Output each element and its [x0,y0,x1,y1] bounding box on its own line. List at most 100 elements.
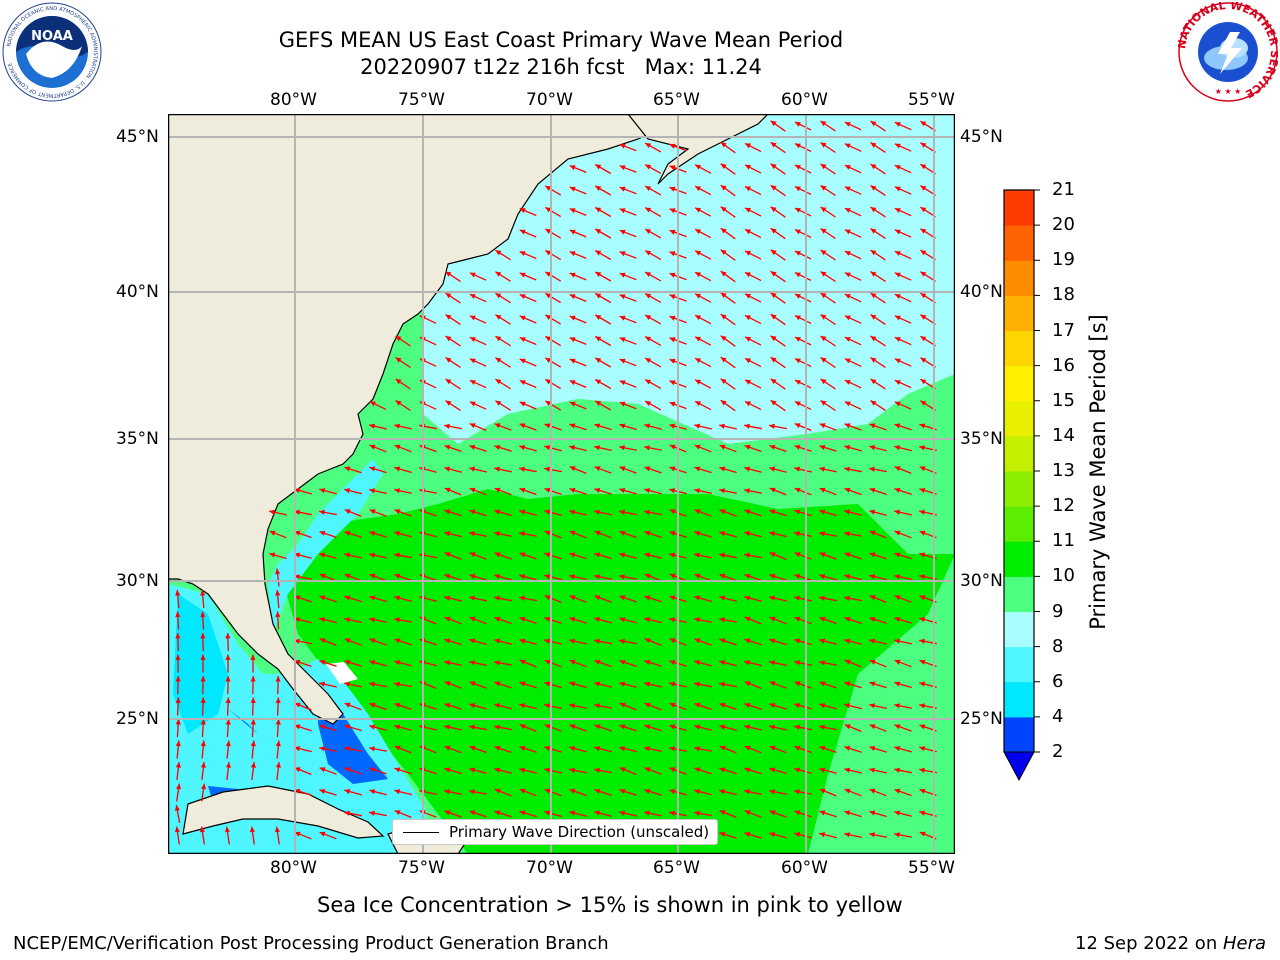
wave-direction-arrow [174,804,181,824]
wave-direction-arrow [594,357,612,368]
wave-direction-arrow [619,423,637,431]
wave-direction-arrow [844,703,862,710]
wave-direction-arrow [694,681,712,688]
wave-direction-arrow [569,810,587,817]
wave-direction-arrow [619,724,637,732]
wave-direction-arrow [644,228,662,239]
wave-direction-arrow [894,724,912,732]
wave-direction-arrow [200,718,206,738]
wave-direction-arrow [694,228,712,239]
wave-direction-arrow [394,617,412,623]
wave-direction-arrow [770,270,786,283]
wave-direction-arrow [618,638,638,645]
wave-direction-arrow [494,509,512,517]
wave-direction-arrow [394,702,412,711]
wave-direction-arrow [275,568,281,587]
wave-direction-arrow [594,724,612,732]
wave-direction-arrow [274,826,280,845]
wave-direction-arrow [644,293,662,303]
wave-direction-arrow [794,336,812,346]
wave-direction-arrow [644,746,662,753]
wave-direction-arrow [719,767,737,775]
wave-direction-arrow [394,509,412,517]
wave-direction-arrow [319,488,337,495]
wave-direction-arrow [594,466,612,474]
wave-direction-arrow [175,762,181,780]
wave-direction-arrow [444,573,462,581]
wave-direction-arrow [744,207,762,217]
colorbar-tick-label: 11 [1052,530,1075,552]
wave-direction-arrow [619,681,637,688]
colorbar-tick-label: 8 [1052,635,1064,657]
wave-direction-arrow [869,810,887,818]
wave-direction-arrow [744,638,762,646]
wave-direction-arrow [544,185,562,196]
wave-direction-arrow [569,595,587,603]
wave-direction-arrow [894,659,912,668]
wave-direction-arrow [469,660,487,666]
wave-direction-arrow [494,745,512,754]
wave-direction-arrow [719,809,737,819]
wave-direction-arrow [494,788,512,797]
wave-direction-arrow [619,165,637,173]
wave-direction-arrow [394,531,412,538]
wave-direction-arrow [619,445,637,451]
wave-direction-arrow [544,487,562,496]
wave-direction-arrow [644,445,662,451]
wave-direction-arrow [894,401,912,410]
lat-label-left-35n: 35°N [116,429,159,449]
wave-direction-arrow [443,423,463,430]
wave-direction-arrow [344,530,362,538]
wave-direction-arrow [569,379,587,389]
wave-direction-arrow [200,632,206,652]
wave-direction-arrow [644,423,662,430]
wave-direction-arrow [794,767,812,774]
wave-direction-arrow [394,488,412,494]
wave-direction-arrow [770,206,786,218]
wave-direction-arrow [844,767,862,774]
wave-direction-arrow [519,229,537,238]
wave-direction-arrow [794,250,812,260]
wave-direction-arrow [820,313,836,326]
wave-direction-arrow [694,466,712,474]
wave-direction-arrow [644,767,662,775]
wave-direction-arrow [469,487,487,496]
wave-direction-arrow [644,552,662,559]
wave-direction-arrow [544,423,562,431]
noaa-logo-text: NOAA [31,29,73,44]
wave-direction-arrow [494,810,512,818]
wave-direction-arrow [175,654,181,673]
wave-direction-arrow [444,745,462,754]
wave-direction-arrow [720,335,736,347]
colorbar-tick-label: 4 [1052,705,1064,727]
wave-direction-arrow [769,703,787,710]
wave-direction-arrow [444,595,462,602]
wave-direction-arrow [844,638,862,645]
wave-direction-arrow [619,746,637,753]
wave-direction-arrow [250,697,256,716]
wave-direction-arrow [644,637,662,647]
wave-direction-arrow [395,356,411,369]
wave-direction-arrow [619,702,637,711]
wave-direction-arrow [719,745,737,754]
wave-direction-arrow [869,574,887,581]
wave-direction-arrow [794,164,812,174]
wave-direction-arrow [201,783,207,802]
wave-direction-arrow [445,335,461,347]
wave-direction-arrow [519,466,537,473]
colorbar-segment [1004,295,1034,331]
wave-direction-arrow [844,272,862,281]
wave-direction-arrow [495,335,511,347]
wave-direction-arrow [694,444,712,453]
wave-direction-arrow [494,681,512,689]
colorbar-segment [1004,681,1034,718]
wave-direction-arrow [870,314,886,325]
wave-direction-arrow [619,208,637,216]
wave-direction-arrow [894,810,912,817]
wave-direction-arrow [820,120,836,132]
wave-direction-arrow [175,697,181,716]
wave-direction-arrow [594,681,612,688]
wave-direction-arrow [594,292,612,304]
colorbar-tick-label: 18 [1052,284,1075,306]
wave-direction-arrow [594,595,612,603]
